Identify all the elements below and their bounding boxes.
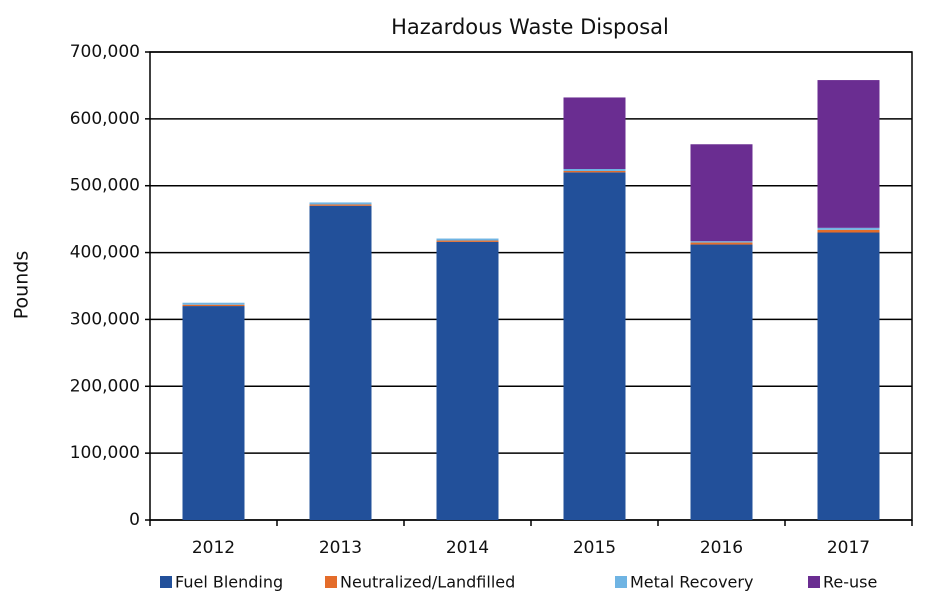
y-tick-label: 700,000 <box>70 42 140 62</box>
bar-segment <box>309 204 372 206</box>
bar-segment <box>563 169 626 172</box>
legend-label: Metal Recovery <box>630 573 753 592</box>
bar-segment <box>182 306 245 520</box>
x-tick-label: 2014 <box>446 538 489 558</box>
legend-swatch <box>808 576 820 588</box>
bar-segment <box>182 302 245 305</box>
chart-title: Hazardous Waste Disposal <box>391 15 669 39</box>
y-tick-label: 0 <box>129 510 140 530</box>
legend-swatch <box>615 576 627 588</box>
x-tick-label: 2015 <box>573 538 616 558</box>
bar-segment <box>436 240 499 242</box>
bar-segment <box>182 304 245 307</box>
x-tick-label: 2013 <box>319 538 362 558</box>
legend-label: Neutralized/Landfilled <box>340 573 515 592</box>
bar-segment <box>436 241 499 521</box>
legend-label: Fuel Blending <box>175 573 283 592</box>
bar-segment <box>309 205 372 520</box>
legend-swatch <box>325 576 337 588</box>
y-tick-label: 400,000 <box>70 243 140 263</box>
bar-segment <box>563 97 626 169</box>
bar-segment <box>309 202 372 205</box>
y-tick-label: 100,000 <box>70 443 140 463</box>
bar-segment <box>563 171 626 173</box>
x-tick-label: 2017 <box>827 538 870 558</box>
bar-segment <box>817 80 880 228</box>
y-tick-label: 600,000 <box>70 109 140 129</box>
x-tick-label: 2012 <box>192 538 235 558</box>
bar-segment <box>817 227 880 230</box>
bar-segment <box>690 244 753 520</box>
y-tick-label: 300,000 <box>70 309 140 329</box>
bar-segment <box>563 172 626 521</box>
bar-segment <box>817 232 880 520</box>
y-tick-label: 200,000 <box>70 376 140 396</box>
x-tick-label: 2016 <box>700 538 743 558</box>
legend-label: Re-use <box>823 573 877 592</box>
bar-segment <box>690 241 753 243</box>
legend-swatch <box>160 576 172 588</box>
bar-segment <box>436 238 499 241</box>
plot-frame <box>149 51 913 521</box>
bar-segment <box>690 144 753 242</box>
bar-segment <box>817 229 880 233</box>
y-tick-label: 500,000 <box>70 176 140 196</box>
bar-segment <box>690 242 753 245</box>
y-axis-label: Pounds <box>11 251 33 319</box>
